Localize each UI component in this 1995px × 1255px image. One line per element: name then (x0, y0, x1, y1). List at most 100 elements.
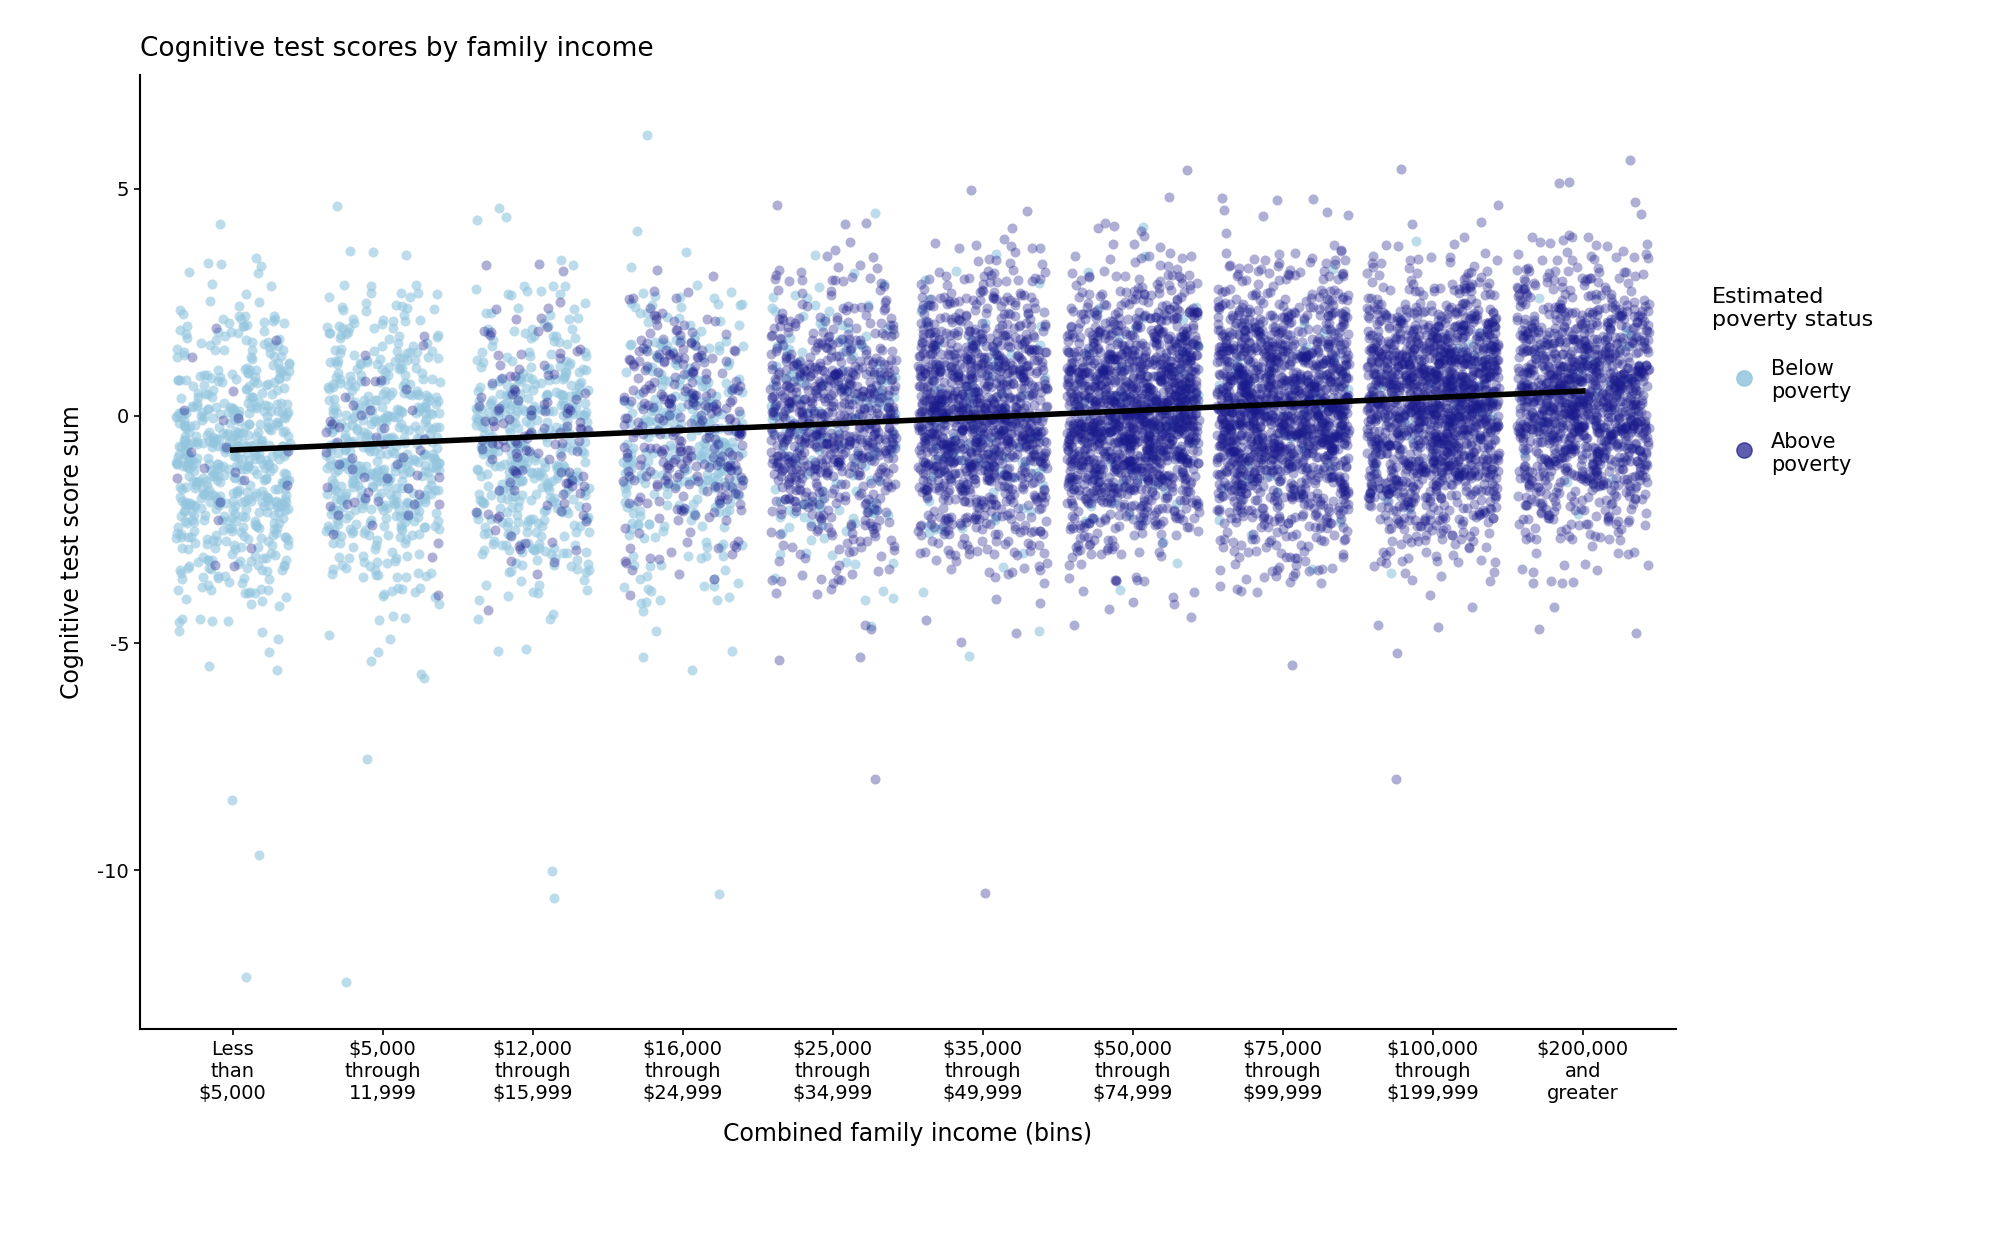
Point (203, 213, 235, 233)
Point (878, 399, 910, 419)
Point (1213, 295, 1245, 315)
Point (1123, 399, 1155, 419)
Point (1454, 379, 1486, 399)
Point (1385, 400, 1416, 420)
Point (952, 325, 984, 345)
Point (1167, 375, 1199, 395)
Point (820, 240, 852, 260)
Point (1237, 414, 1269, 434)
Point (1618, 414, 1650, 434)
Point (1462, 464, 1494, 484)
Point (1596, 297, 1628, 318)
Point (954, 365, 986, 385)
Point (866, 274, 898, 294)
Point (1067, 343, 1099, 363)
Point (1079, 464, 1111, 484)
Point (483, 384, 515, 404)
Point (1367, 486, 1398, 506)
Point (1169, 468, 1201, 488)
Point (1307, 353, 1339, 373)
Point (1526, 375, 1558, 395)
Point (1632, 359, 1664, 379)
Point (794, 513, 826, 533)
Point (329, 486, 361, 506)
Point (1440, 324, 1472, 344)
Point (784, 307, 816, 328)
Point (1586, 430, 1618, 451)
Point (1153, 379, 1185, 399)
Point (1283, 365, 1315, 385)
Point (1482, 417, 1514, 437)
Point (393, 287, 425, 307)
Point (758, 387, 790, 407)
Point (1139, 433, 1171, 453)
Point (1375, 437, 1406, 457)
Point (1630, 484, 1662, 505)
Point (217, 556, 249, 576)
Point (1624, 441, 1656, 461)
Point (1079, 369, 1111, 389)
Point (816, 526, 848, 546)
Point (858, 503, 890, 523)
Point (1395, 451, 1426, 471)
Point (349, 404, 381, 424)
Point (928, 498, 960, 518)
Point (415, 476, 447, 496)
Point (267, 556, 299, 576)
Point (391, 546, 423, 566)
Point (616, 427, 648, 447)
Point (259, 545, 291, 565)
Point (880, 473, 912, 493)
Point (1181, 493, 1213, 513)
Point (676, 392, 708, 412)
Point (271, 437, 303, 457)
Point (1448, 281, 1480, 301)
Point (1504, 296, 1536, 316)
Point (850, 364, 882, 384)
Point (1402, 375, 1434, 395)
Point (726, 535, 758, 555)
Point (1395, 375, 1426, 395)
Point (1434, 437, 1466, 457)
Point (483, 479, 515, 499)
Point (1153, 187, 1185, 207)
Point (1365, 497, 1396, 517)
Point (982, 523, 1013, 543)
Point (1281, 321, 1313, 341)
Point (1121, 473, 1153, 493)
Point (1502, 461, 1534, 481)
Point (251, 502, 283, 522)
Point (174, 453, 205, 473)
Point (1526, 449, 1558, 469)
Point (1273, 412, 1305, 432)
Point (1243, 400, 1275, 420)
Point (1420, 379, 1452, 399)
Point (227, 517, 259, 537)
Point (1420, 551, 1452, 571)
Point (640, 410, 672, 430)
Point (1121, 515, 1153, 535)
Point (1398, 424, 1430, 444)
Point (201, 459, 233, 479)
Point (1526, 398, 1558, 418)
Point (1468, 437, 1500, 457)
Point (1223, 499, 1255, 520)
Point (1522, 432, 1554, 452)
Point (792, 380, 824, 400)
Point (1143, 370, 1175, 390)
Point (968, 373, 999, 393)
Point (956, 361, 988, 382)
Point (990, 410, 1021, 430)
Point (517, 319, 549, 339)
Point (1438, 387, 1470, 407)
Point (636, 398, 668, 418)
Point (313, 496, 345, 516)
Point (465, 399, 497, 419)
Point (1077, 422, 1109, 442)
Point (1440, 464, 1472, 484)
Point (1458, 350, 1490, 370)
Point (1241, 300, 1273, 320)
Point (966, 418, 998, 438)
Point (930, 385, 962, 405)
Point (1430, 456, 1462, 476)
